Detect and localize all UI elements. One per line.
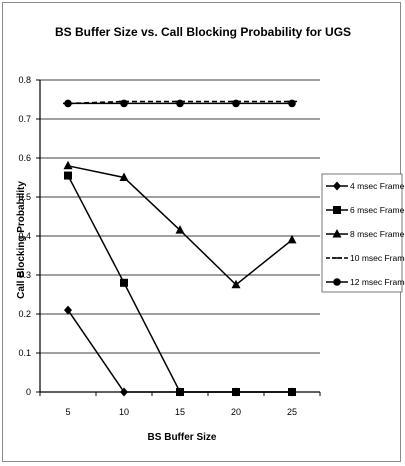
data-point (120, 99, 128, 108)
legend: 4 msec Frame 6 msec Frame 8 msec Frame 10 m… (321, 173, 405, 293)
y-tick-label: 0.3 (18, 270, 31, 280)
series-12-msec-frame (64, 99, 296, 108)
legend-item: 8 msec Frame (326, 229, 405, 239)
x-axis-title: BS Buffer Size (148, 432, 217, 443)
data-point (232, 388, 240, 396)
data-point (288, 388, 296, 396)
x-tick-label: 15 (175, 407, 185, 417)
data-point (176, 388, 184, 396)
legend-marker (333, 278, 341, 286)
legend-item: 12 msec Frame (326, 277, 405, 287)
y-tick-label: 0 (26, 387, 31, 397)
data-point (64, 305, 72, 315)
y-tick-labels: 0 0.1 0.2 0.3 0.4 0.5 0.6 0.7 0.8 (18, 75, 40, 397)
x-tick-label: 5 (65, 407, 70, 417)
x-tick-labels: 5 10 15 20 25 (39, 392, 321, 417)
data-point (64, 99, 72, 108)
data-point (175, 225, 185, 234)
data-point (120, 278, 128, 287)
legend-marker (332, 229, 342, 238)
chart-title: BS Buffer Size vs. Call Blocking Probabi… (55, 25, 351, 39)
data-point (287, 234, 297, 244)
legend-marker (333, 206, 341, 214)
data-point (288, 99, 296, 108)
data-point (176, 99, 184, 108)
legend-label: 4 msec Frame (350, 181, 405, 191)
legend-item: 6 msec Frame (326, 205, 405, 215)
y-axis-title: Call Blocking Probability (16, 181, 27, 299)
data-point (119, 172, 129, 181)
legend-label: 8 msec Frame (350, 229, 405, 239)
y-tick-label: 0.8 (18, 75, 31, 85)
data-point (120, 387, 128, 397)
series-6-msec-frame (64, 171, 296, 396)
y-tick-label: 0.4 (18, 231, 31, 241)
legend-label: 12 msec Frame (350, 277, 405, 287)
gridlines (40, 79, 320, 354)
series-line (67, 309, 292, 393)
data-point (232, 99, 240, 108)
x-tick-label: 25 (287, 407, 297, 417)
series-group (63, 99, 297, 397)
series-4-msec-frame (64, 305, 296, 397)
legend-label: 6 msec Frame (350, 205, 405, 215)
y-tick-label: 0.6 (18, 153, 31, 163)
legend-label: 10 msec Frame (350, 253, 405, 263)
y-tick-label: 0.2 (18, 309, 31, 319)
y-tick-label: 0.7 (18, 114, 31, 124)
legend-marker (333, 181, 341, 191)
x-tick-label: 10 (119, 407, 129, 417)
data-point (231, 279, 241, 289)
legend-item: 4 msec Frame (326, 181, 405, 191)
x-tick-label: 20 (231, 407, 241, 417)
data-point (63, 160, 73, 170)
y-tick-label: 0.5 (18, 192, 31, 202)
series-8-msec-frame (63, 160, 297, 289)
legend-item: 10 msec Frame (326, 253, 405, 263)
y-tick-label: 0.1 (18, 348, 31, 358)
data-point (64, 171, 72, 180)
